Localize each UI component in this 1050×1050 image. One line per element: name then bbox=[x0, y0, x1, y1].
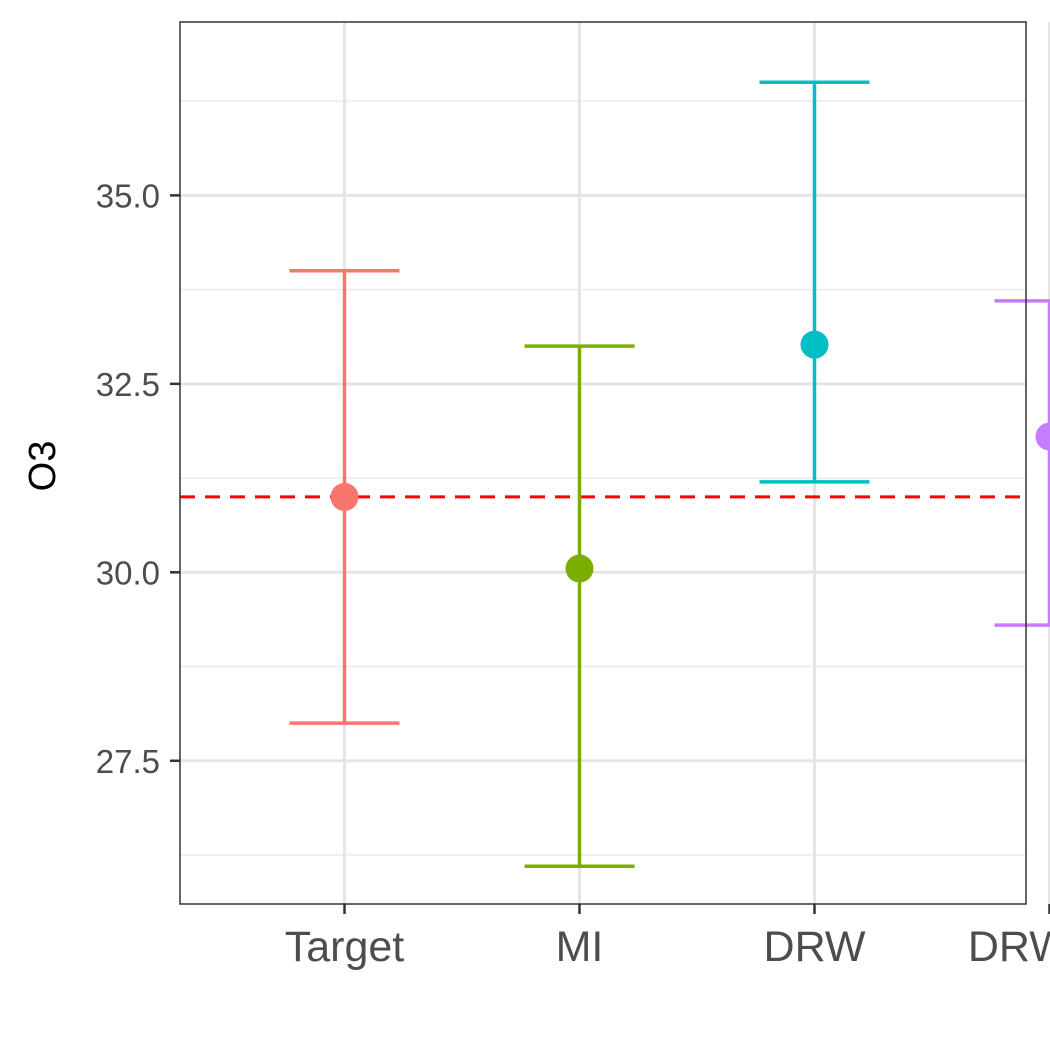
plot-panel-border bbox=[179, 21, 1027, 905]
data-point bbox=[800, 330, 829, 359]
grid-lines bbox=[180, 22, 1050, 904]
data-point bbox=[1035, 422, 1050, 451]
x-tick-label: DRW bbox=[764, 923, 866, 971]
y-axis-title: O3 bbox=[22, 441, 64, 492]
y-tick-label: 35.0 bbox=[96, 177, 160, 214]
data-point bbox=[565, 554, 594, 583]
y-tick-label: 32.5 bbox=[96, 366, 160, 403]
error-bar-target bbox=[289, 269, 400, 725]
x-tick-label: Target bbox=[285, 923, 405, 971]
error-bar-mi bbox=[524, 344, 635, 869]
error-bar-drw bbox=[759, 80, 870, 484]
error-bar-drw-mi bbox=[994, 299, 1050, 627]
x-tick-label: DRW-MI bbox=[968, 923, 1050, 971]
data-marks bbox=[289, 80, 1050, 869]
y-tick-label: 27.5 bbox=[96, 743, 160, 780]
x-tick-label: MI bbox=[556, 923, 604, 971]
data-point bbox=[330, 482, 359, 511]
axes: 27.5 30.0 32.5 35.0 Target MI DRW DRW-MI bbox=[96, 177, 1050, 971]
y-tick-label: 30.0 bbox=[96, 554, 160, 591]
